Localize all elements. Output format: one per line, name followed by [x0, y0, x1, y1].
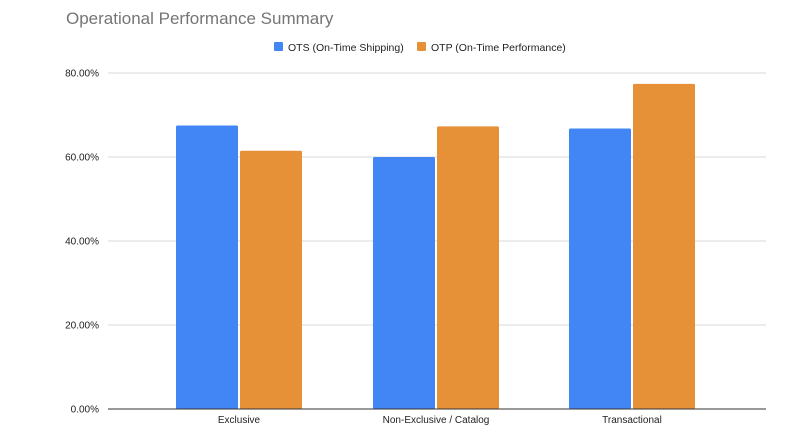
bar-otp-1[interactable] — [437, 126, 499, 409]
y-tick-label: 80.00% — [65, 69, 99, 80]
bar-ots-0[interactable] — [176, 125, 238, 410]
bar-otp-2[interactable] — [633, 83, 695, 410]
legend-item-otp[interactable]: OTP (On-Time Performance) — [417, 42, 566, 54]
x-tick-label: Non-Exclusive / Catalog — [383, 415, 490, 426]
bars — [176, 83, 695, 410]
legend-item-ots[interactable]: OTS (On-Time Shipping) — [274, 42, 404, 54]
y-tick-label: 0.00% — [71, 405, 99, 416]
x-axis: Exclusive Non-Exclusive / Catalog Transact… — [108, 408, 766, 426]
y-tick-label: 40.00% — [65, 237, 99, 248]
legend-swatch-ots — [274, 42, 283, 51]
y-tick-label: 60.00% — [65, 153, 99, 164]
x-tick-label: Exclusive — [218, 415, 261, 426]
legend-label-ots: OTS (On-Time Shipping) — [288, 42, 404, 54]
legend-swatch-otp — [417, 42, 426, 51]
y-axis: 0.00% 20.00% 40.00% 60.00% 80.00% — [65, 69, 99, 416]
legend-label-otp: OTP (On-Time Performance) — [431, 42, 566, 54]
bar-ots-2[interactable] — [569, 128, 631, 409]
y-tick-label: 20.00% — [65, 321, 99, 332]
x-tick-label: Transactional — [602, 415, 662, 426]
bar-otp-0[interactable] — [240, 150, 302, 409]
legend[interactable]: OTS (On-Time Shipping) OTP (On-Time Perf… — [274, 42, 566, 54]
chart-title: Operational Performance Summary — [66, 9, 334, 28]
bar-ots-1[interactable] — [373, 157, 435, 409]
